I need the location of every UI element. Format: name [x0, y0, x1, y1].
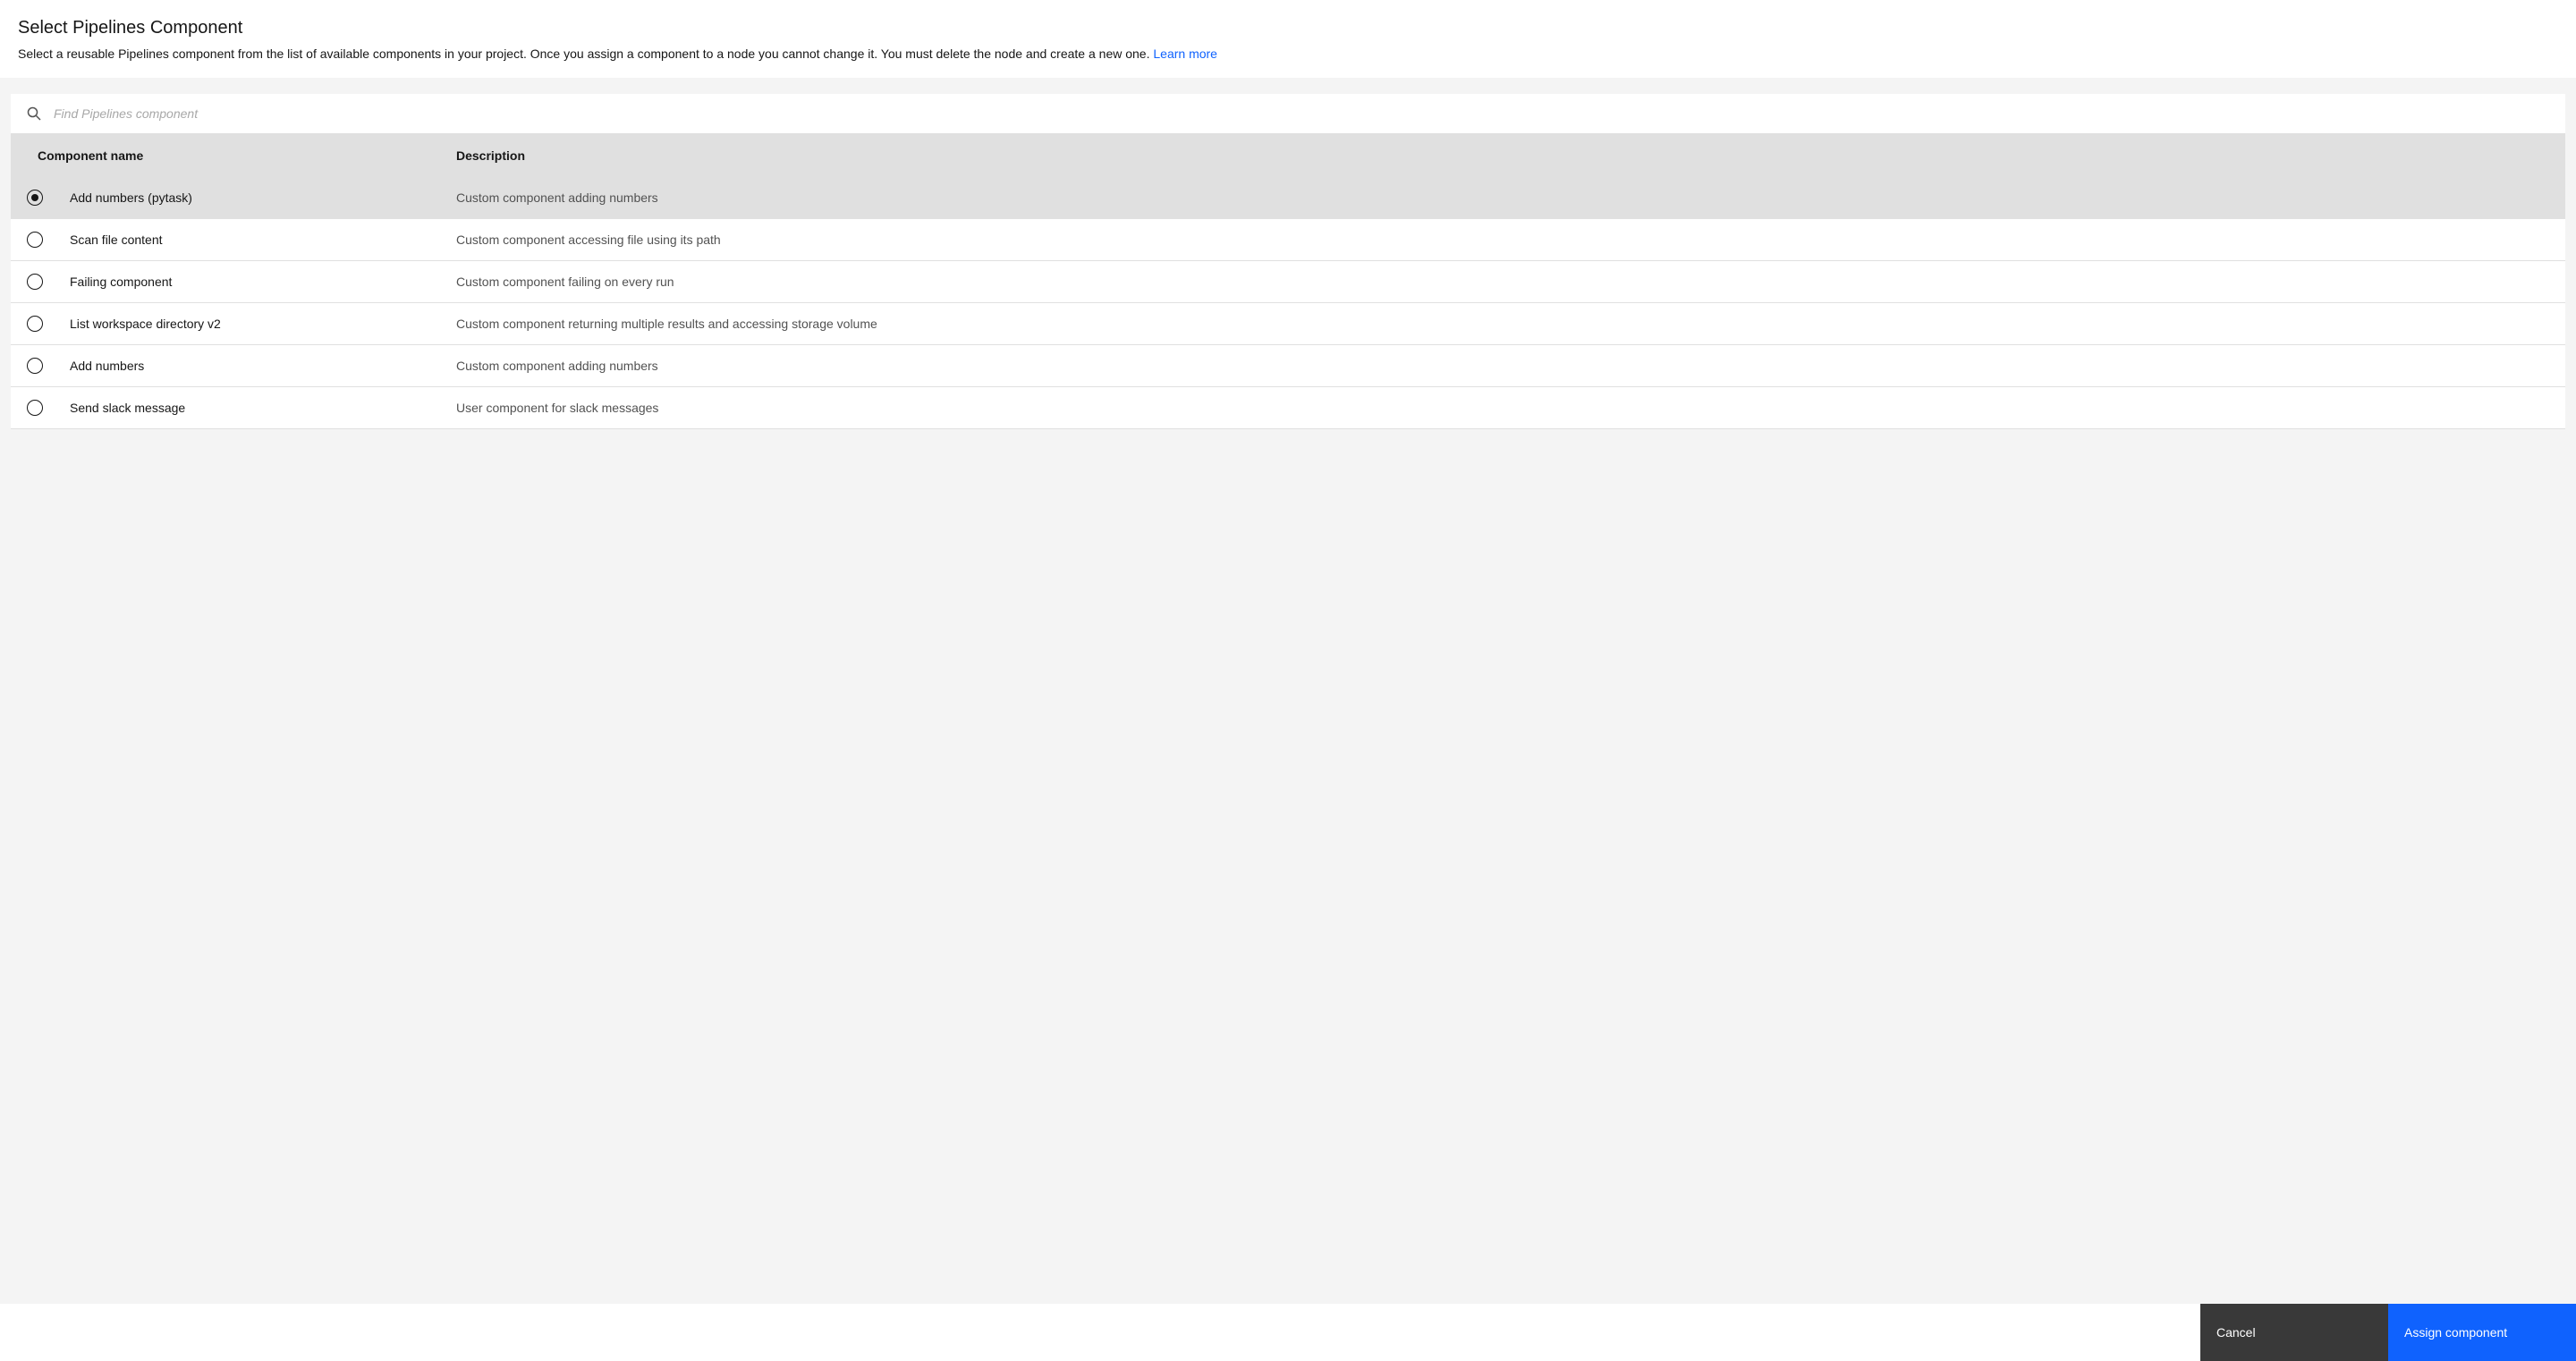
table-row[interactable]: Failing componentCustom component failin…: [11, 261, 2565, 303]
component-description: Custom component returning multiple resu…: [456, 317, 877, 331]
radio-wrapper: [27, 190, 59, 206]
description-text: Select a reusable Pipelines component fr…: [18, 46, 1153, 61]
radio-wrapper: [27, 316, 59, 332]
component-description: Custom component adding numbers: [456, 359, 658, 373]
learn-more-link[interactable]: Learn more: [1153, 46, 1217, 61]
radio-wrapper: [27, 400, 59, 416]
component-description: Custom component accessing file using it…: [456, 232, 721, 247]
column-header-name: Component name: [27, 148, 456, 163]
radio-wrapper: [27, 232, 59, 248]
component-description: User component for slack messages: [456, 401, 658, 415]
table-row[interactable]: Scan file contentCustom component access…: [11, 219, 2565, 261]
table-row[interactable]: List workspace directory v2Custom compon…: [11, 303, 2565, 345]
component-description: Custom component failing on every run: [456, 275, 674, 289]
component-name: Send slack message: [59, 401, 456, 415]
page-title: Select Pipelines Component: [18, 18, 2558, 38]
radio-button[interactable]: [27, 190, 43, 206]
assign-component-button[interactable]: Assign component: [2388, 1304, 2576, 1361]
component-name: Add numbers (pytask): [59, 190, 456, 205]
component-name: List workspace directory v2: [59, 317, 456, 331]
search-icon: [27, 106, 41, 121]
search-input[interactable]: [54, 106, 2549, 121]
radio-wrapper: [27, 358, 59, 374]
radio-button[interactable]: [27, 400, 43, 416]
radio-button[interactable]: [27, 274, 43, 290]
dialog-header: Select Pipelines Component Select a reus…: [0, 0, 2576, 78]
radio-button[interactable]: [27, 358, 43, 374]
table-body: Add numbers (pytask)Custom component add…: [11, 177, 2565, 429]
table-row[interactable]: Add numbersCustom component adding numbe…: [11, 345, 2565, 387]
cancel-button[interactable]: Cancel: [2200, 1304, 2388, 1361]
component-name: Scan file content: [59, 232, 456, 247]
page-description: Select a reusable Pipelines component fr…: [18, 46, 2558, 63]
table-row[interactable]: Add numbers (pytask)Custom component add…: [11, 177, 2565, 219]
component-name: Failing component: [59, 275, 456, 289]
footer-buttons: Cancel Assign component: [2200, 1304, 2576, 1361]
radio-button[interactable]: [27, 316, 43, 332]
component-description: Custom component adding numbers: [456, 190, 658, 205]
content-area: Component name Description Add numbers (…: [0, 78, 2576, 1305]
search-bar: [11, 94, 2565, 134]
column-header-description: Description: [456, 148, 525, 163]
radio-wrapper: [27, 274, 59, 290]
radio-button[interactable]: [27, 232, 43, 248]
dialog-footer: Cancel Assign component: [0, 1304, 2576, 1361]
component-name: Add numbers: [59, 359, 456, 373]
table-row[interactable]: Send slack messageUser component for sla…: [11, 387, 2565, 429]
table-header: Component name Description: [11, 134, 2565, 177]
